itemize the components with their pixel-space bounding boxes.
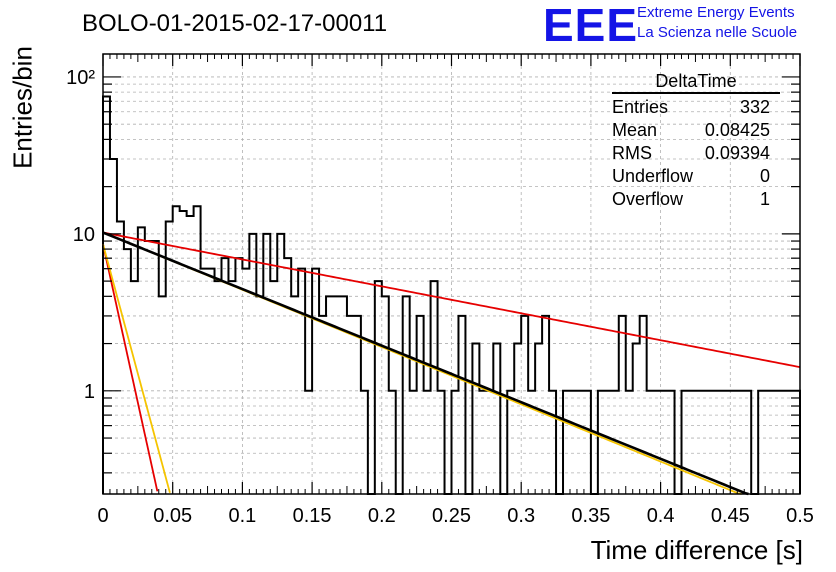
fit-yellow-fast <box>102 243 171 494</box>
histogram-series <box>102 95 801 495</box>
histogram-outline <box>102 95 801 495</box>
x-tick-label: 0.3 <box>507 505 535 527</box>
eee-logo: EEE <box>543 0 639 51</box>
x-axis-label: Time difference [s] <box>590 535 803 565</box>
x-tick-label: 0.25 <box>432 505 471 527</box>
stats-value: 0.09394 <box>704 143 770 163</box>
logo-caption-line2: La Scienza nelle Scuole <box>637 24 798 41</box>
x-tick-label: 0.15 <box>293 505 332 527</box>
axis-ticks: 0 0.05 0.1 0.15 0.2 0.25 0.3 0.35 0.4 0.45 0.51101… <box>66 54 814 527</box>
stats-label: Mean <box>612 120 658 140</box>
x-tick-label: 0.5 <box>786 505 814 527</box>
logo-caption-line1: Extreme Energy Events <box>637 4 795 21</box>
fit-red-slow <box>102 231 801 369</box>
stats-row-overflow: Overflow 1 <box>612 188 780 211</box>
stats-title: DeltaTime <box>612 71 780 94</box>
stats-row-mean: Mean 0.08425 <box>612 119 780 142</box>
x-tick-label: 0 <box>97 505 108 527</box>
stats-label: Underflow <box>612 166 694 186</box>
stats-row-rms: RMS 0.09394 <box>612 142 780 165</box>
stats-box: DeltaTime Entries 332 Mean 0.08425 RMS 0.09… <box>612 71 780 211</box>
stats-label: Overflow <box>612 189 684 209</box>
stats-row-underflow: Underflow 0 <box>612 165 780 188</box>
x-tick-label: 0.2 <box>368 505 396 527</box>
y-tick-label: 1 <box>84 381 95 403</box>
x-tick-label: 0.35 <box>571 505 610 527</box>
stats-value: 332 <box>739 97 770 117</box>
x-tick-label: 0.05 <box>153 505 192 527</box>
fit-red-fast <box>102 243 159 492</box>
fit-curves <box>102 231 801 496</box>
stats-label: Entries <box>612 97 669 117</box>
y-tick-label: 10 <box>73 224 95 246</box>
stats-label: RMS <box>612 143 652 163</box>
chart-title: BOLO-01-2015-02-17-00011 <box>82 10 388 37</box>
fit-black-main <box>102 231 749 496</box>
y-axis-label: Entries/bin <box>7 46 38 169</box>
y-tick-label: 10² <box>66 67 95 89</box>
stats-value: 0.08425 <box>704 120 770 140</box>
stats-row-entries: Entries 332 <box>612 96 780 119</box>
x-tick-label: 0.45 <box>711 505 750 527</box>
stats-value: 0 <box>759 166 770 186</box>
x-tick-label: 0.4 <box>647 505 675 527</box>
x-tick-label: 0.1 <box>228 505 256 527</box>
stats-value: 1 <box>759 189 770 209</box>
